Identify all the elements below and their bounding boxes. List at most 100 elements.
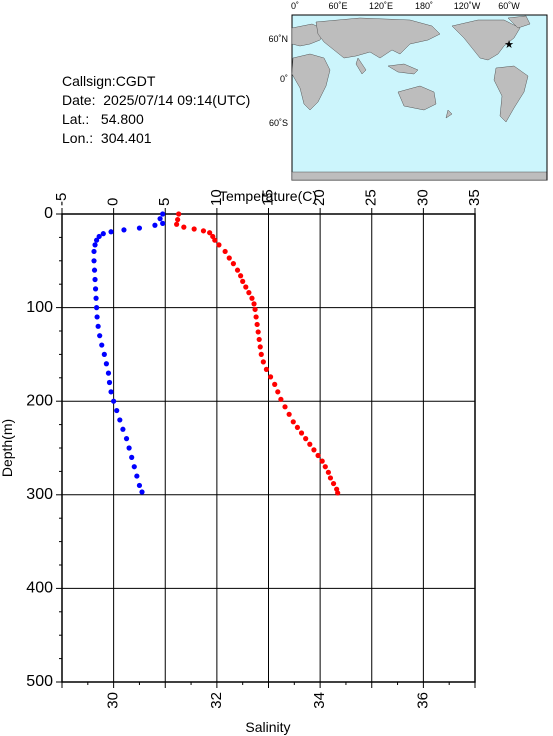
temperature-point xyxy=(275,389,281,395)
temperature-point xyxy=(191,226,197,232)
temperature-tick-label: 30 xyxy=(414,189,431,206)
salinity-point xyxy=(92,286,99,292)
temperature-point xyxy=(278,396,284,402)
temperature-tick-label: 20 xyxy=(311,189,328,206)
temperature-point xyxy=(257,344,263,350)
callsign-row: Callsign: CGDT xyxy=(62,72,250,91)
salinity-point xyxy=(157,216,163,222)
map-lon-tick-label: 60˚E xyxy=(328,1,347,11)
africa-landmass xyxy=(291,53,331,111)
salinity-point xyxy=(106,379,113,386)
depth-tick-label: 200 xyxy=(26,392,53,409)
temperature-tick-label: 0 xyxy=(105,198,122,206)
map-lon-tick-label: 180˚ xyxy=(415,1,433,11)
greenland-landmass xyxy=(507,15,531,29)
temperature-point xyxy=(243,284,249,290)
asia-landmass xyxy=(315,17,441,59)
map-lat-tick-label: 0˚ xyxy=(280,74,288,84)
temperature-point xyxy=(267,374,274,380)
lon-value: 304.401 xyxy=(100,130,152,146)
salinity-tick-label: 34 xyxy=(311,692,328,709)
salinity-axis-ticks: 30 32 34 36 xyxy=(61,682,476,709)
temperature-point xyxy=(322,464,328,470)
salinity-point xyxy=(131,464,137,470)
map-lon-tick-labels: 0˚ 60˚E 120˚E 180˚ 120˚W 60˚W xyxy=(291,1,520,11)
temperature-point xyxy=(319,458,325,464)
salinity-tick-label: 36 xyxy=(414,692,431,709)
temperature-point xyxy=(207,230,213,236)
map-lat-tick-label: 60˚N xyxy=(268,34,288,44)
salinity-point xyxy=(120,426,126,432)
map-land xyxy=(291,15,548,181)
temperature-tick-label: 35 xyxy=(466,189,483,206)
temperature-tick-label: 15 xyxy=(259,189,276,206)
temperature-point xyxy=(263,366,270,372)
float-info-panel: Callsign: CGDT Date: 2025/07/14 09:14(UTC… xyxy=(62,72,250,148)
date-label: Date: xyxy=(62,92,96,108)
temperature-point xyxy=(175,217,181,223)
temperature-point xyxy=(327,475,334,481)
map-lon-tick-label: 60˚W xyxy=(498,1,520,11)
salinity-point xyxy=(129,454,135,460)
callsign-label: Callsign: xyxy=(62,73,116,89)
salinity-point xyxy=(101,351,107,357)
temperature-point xyxy=(303,436,309,442)
callsign-value: CGDT xyxy=(115,73,156,89)
temperature-point xyxy=(222,248,228,255)
salinity-point xyxy=(152,222,158,228)
salinity-point xyxy=(160,211,166,217)
temperature-point xyxy=(174,221,180,227)
temperature-point xyxy=(216,242,222,248)
salinity-point xyxy=(97,333,103,339)
temperature-point xyxy=(258,351,264,357)
salinity-point xyxy=(92,276,98,283)
salinity-tick-label: 32 xyxy=(208,692,225,709)
south-america-landmass xyxy=(493,65,529,123)
depth-axis-ticks: 0 100 200 300 400 500 xyxy=(26,205,62,690)
temperature-tick-label: 25 xyxy=(363,189,380,206)
temperature-point xyxy=(252,306,258,313)
depth-tick-label: 500 xyxy=(26,673,53,690)
salinity-point xyxy=(136,225,143,231)
depth-tick-label: 400 xyxy=(26,580,53,597)
lat-row: Lat.: 54.800 xyxy=(62,110,250,129)
temperature-point xyxy=(176,211,182,217)
temperature-point xyxy=(315,452,321,459)
temperature-point xyxy=(260,359,266,365)
temperature-point xyxy=(200,228,207,234)
salinity-point xyxy=(92,242,98,248)
salinity-point xyxy=(93,237,100,243)
temperature-point xyxy=(181,224,187,230)
chart-series xyxy=(91,211,341,496)
lon-row: Lon.: 304.401 xyxy=(62,129,250,148)
date-row: Date: 2025/07/14 09:14(UTC) xyxy=(62,91,250,110)
india-landmass xyxy=(355,57,367,75)
temperature-point xyxy=(335,490,341,496)
salinity-point xyxy=(136,482,143,489)
temperature-point xyxy=(226,255,232,261)
temperature-point xyxy=(240,278,246,284)
north-america-landmass xyxy=(451,19,521,61)
new-zealand-landmass xyxy=(445,109,453,119)
temperature-point xyxy=(253,314,259,320)
salinity-point xyxy=(95,323,101,329)
salinity-point xyxy=(160,220,166,226)
temperature-point xyxy=(251,301,257,307)
salinity-point xyxy=(105,370,112,376)
temperature-axis-ticks: -5 0 5 10 15 20 25 30 35 xyxy=(53,189,483,214)
date-value: 2025/07/14 09:14(UTC) xyxy=(103,92,251,108)
salinity-tick-label: 30 xyxy=(105,692,122,709)
salinity-point xyxy=(93,295,99,301)
temperature-tick-label: 10 xyxy=(208,189,225,206)
salinity-point xyxy=(117,417,123,423)
salinity-point xyxy=(91,258,97,264)
map-lon-tick-label: 120˚E xyxy=(369,1,393,11)
salinity-axis-title: Salinity xyxy=(245,719,290,735)
salinity-point xyxy=(134,473,140,479)
salinity-point xyxy=(93,305,100,311)
australia-landmass xyxy=(397,85,437,111)
depth-tick-label: 100 xyxy=(26,299,53,316)
depth-tick-label: 0 xyxy=(44,205,53,222)
salinity-point xyxy=(108,389,114,395)
lat-value: 54.800 xyxy=(100,111,144,127)
